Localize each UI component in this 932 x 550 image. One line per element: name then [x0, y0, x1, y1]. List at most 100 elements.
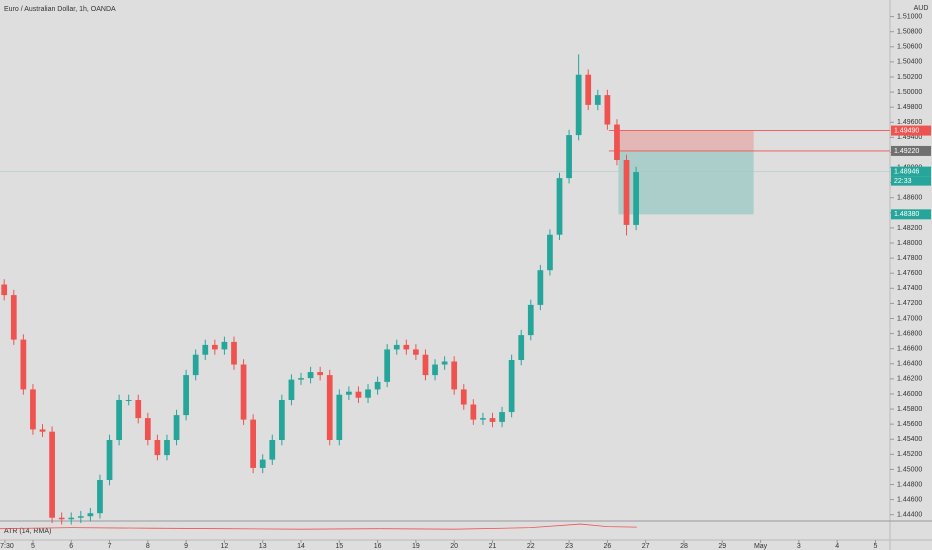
- candle-body: [58, 517, 65, 520]
- candle-body: [566, 135, 572, 179]
- x-tick-label: 13: [259, 543, 267, 550]
- y-tick-label: 1.46600: [897, 346, 922, 353]
- candle-body: [97, 480, 103, 514]
- candle-body: [20, 339, 27, 390]
- x-tick-label: 6: [69, 543, 73, 550]
- candle-body: [413, 349, 419, 355]
- y-tick-label: 1.45400: [897, 436, 922, 443]
- candle-body: [374, 381, 381, 390]
- x-tick-label: May: [754, 543, 768, 550]
- candle-body: [614, 124, 620, 160]
- y-tick-label: 1.50200: [897, 74, 922, 81]
- candle-body: [633, 172, 639, 225]
- last-price-label-bg: [891, 166, 931, 177]
- candle-body: [518, 335, 525, 360]
- candle-body: [537, 270, 544, 305]
- y-tick-label: 1.50600: [897, 44, 922, 51]
- last-price-label: 1.48946: [894, 168, 919, 175]
- stop-zone: [618, 130, 754, 151]
- candle-body: [556, 178, 563, 235]
- candle-body: [144, 418, 151, 440]
- stop-label: 1.49490: [894, 127, 919, 134]
- y-tick-label: 1.47600: [897, 270, 922, 277]
- candle-body: [164, 440, 170, 456]
- x-tick-label: 27: [642, 543, 650, 550]
- candle-body: [269, 440, 276, 460]
- candle-body: [116, 400, 122, 440]
- x-tick-label: 19: [412, 543, 420, 550]
- candle-body: [575, 74, 582, 136]
- candle-body: [39, 429, 46, 432]
- y-tick-label: 1.45800: [897, 406, 922, 413]
- y-tick-label: 1.45600: [897, 421, 922, 428]
- x-tick-label: 07:30: [0, 543, 14, 550]
- stop-label-bg: [891, 125, 931, 136]
- candle-body: [307, 372, 314, 379]
- candle-body: [49, 431, 55, 518]
- candle-body: [173, 415, 180, 440]
- x-tick-label: 21: [489, 543, 497, 550]
- y-tick-label: 1.50800: [897, 29, 922, 36]
- y-tick-label: 1.47400: [897, 285, 922, 292]
- x-tick-label: 3: [797, 543, 801, 550]
- candle-body: [336, 394, 343, 440]
- candle-body: [594, 95, 601, 105]
- candle-body: [240, 364, 247, 420]
- y-tick-label: 1.49600: [897, 119, 922, 126]
- y-tick-label: 1.47200: [897, 300, 922, 307]
- x-tick-label: 14: [297, 543, 305, 550]
- candle-body: [211, 344, 218, 350]
- y-tick-label: 1.48200: [897, 225, 922, 232]
- candle-body: [451, 361, 458, 390]
- x-tick-label: 29: [718, 543, 726, 550]
- candle-body: [10, 295, 17, 340]
- candle-body: [460, 389, 467, 405]
- candle-body: [547, 234, 553, 271]
- candle-body: [259, 459, 266, 468]
- candle-body: [278, 400, 285, 440]
- candle-body: [441, 361, 448, 365]
- x-tick-label: 4: [835, 543, 839, 550]
- candle-body: [317, 372, 324, 376]
- candle-body: [221, 341, 228, 350]
- candle-body: [183, 375, 189, 416]
- y-tick-label: 1.44400: [897, 512, 922, 519]
- y-tick-label: 1.51000: [897, 13, 922, 20]
- x-tick-label: 7: [108, 543, 112, 550]
- candle-body: [77, 516, 84, 518]
- x-tick-label: 8: [146, 543, 150, 550]
- candle-body: [30, 389, 36, 430]
- target-label: 1.48380: [894, 211, 919, 218]
- candle-body: [298, 378, 304, 380]
- x-tick-label: 15: [335, 543, 343, 550]
- candle-body: [403, 344, 410, 350]
- entry-label: 1.49220: [894, 148, 919, 155]
- candle-body: [365, 389, 371, 398]
- y-tick-label: 1.48000: [897, 240, 922, 247]
- candle-body: [489, 418, 496, 422]
- candle-body: [527, 304, 534, 336]
- candle-body: [192, 354, 199, 376]
- candle-body: [480, 418, 486, 420]
- candle-body: [87, 513, 94, 517]
- y-tick-label: 1.44600: [897, 496, 922, 503]
- candle-body: [604, 95, 611, 125]
- indicator-line: [0, 523, 637, 530]
- target-label-bg: [891, 209, 931, 220]
- x-tick-label: 5: [873, 543, 877, 550]
- x-tick-label: 9: [184, 543, 188, 550]
- y-tick-label: 1.50400: [897, 59, 922, 66]
- candle-body: [432, 364, 438, 376]
- chart-title: Euro / Australian Dollar, 1h, OANDA: [4, 6, 116, 13]
- indicator-name: ATR (14, RMA): [4, 528, 51, 535]
- x-tick-label: 22: [527, 543, 535, 550]
- y-tick-label: 1.46200: [897, 376, 922, 383]
- y-tick-label: 1.46400: [897, 361, 922, 368]
- y-tick-label: 1.48600: [897, 195, 922, 202]
- candle-body: [125, 400, 132, 401]
- candle-body: [326, 375, 333, 440]
- y-tick-label: 1.46800: [897, 330, 922, 337]
- candle-body: [508, 360, 515, 413]
